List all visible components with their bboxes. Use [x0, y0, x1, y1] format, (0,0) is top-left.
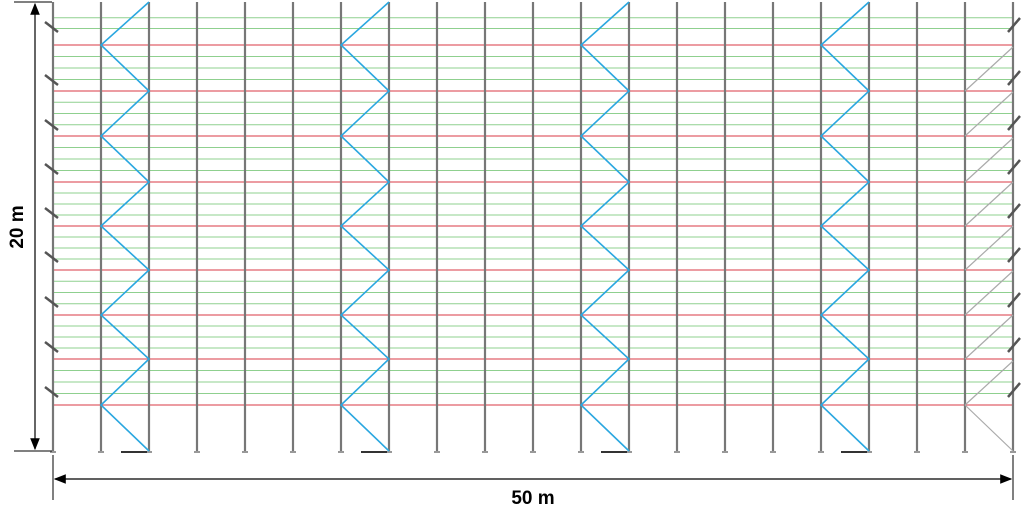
edge-tick	[1007, 203, 1021, 219]
edge-tick	[44, 207, 59, 219]
end-bracing	[964, 270, 1014, 316]
end-bracing	[964, 181, 1014, 227]
edge-tick	[44, 21, 59, 33]
edge-tick	[44, 163, 59, 175]
edge-tick	[1007, 337, 1021, 353]
bracing	[99, 1, 151, 452]
edge-tick	[44, 251, 59, 263]
bracing	[819, 1, 871, 452]
edge-tick	[1007, 247, 1021, 263]
edge-tick	[1007, 159, 1021, 175]
structure	[44, 1, 1021, 453]
edge-tick	[1007, 382, 1021, 398]
end-bracing	[964, 91, 1014, 137]
end-bracing	[964, 225, 1014, 271]
end-bracing	[964, 360, 1014, 406]
edge-tick	[1007, 70, 1021, 86]
edge-tick	[44, 74, 59, 86]
edge-tick	[44, 119, 59, 131]
edge-tick	[1007, 292, 1021, 308]
edge-tick	[1007, 17, 1021, 33]
edge-tick	[1007, 115, 1021, 131]
edge-tick	[44, 341, 59, 353]
width-label: 50 m	[511, 488, 554, 509]
end-bracing	[964, 137, 1014, 183]
bracing	[579, 1, 631, 452]
end-bracing	[964, 314, 1014, 360]
edge-tick	[44, 296, 59, 308]
height-label: 20 m	[7, 205, 28, 248]
end-bracing	[964, 46, 1014, 92]
bracing	[339, 1, 391, 452]
end-bracing	[964, 404, 1014, 452]
edge-tick	[44, 386, 59, 398]
